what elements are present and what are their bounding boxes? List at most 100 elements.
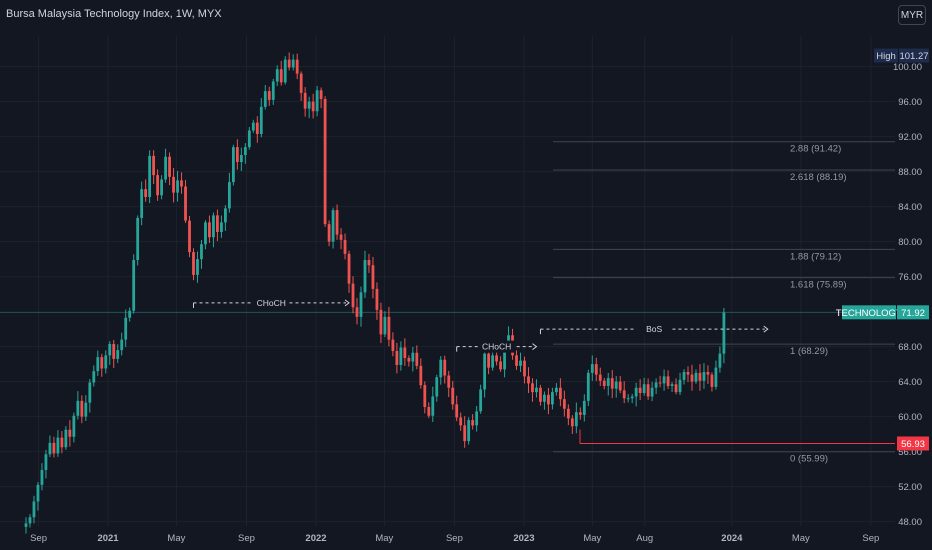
y-tick-label: 96.00 [898,97,922,108]
high-tag: High 101.27 [874,48,929,63]
candle-body [455,404,459,418]
candle-body [251,122,255,131]
candle-body [710,374,714,387]
candle-body [371,265,375,289]
fib-level-label: 1 (68.29) [790,346,828,357]
x-tick-label: May [792,533,810,544]
candle-body [235,147,239,162]
candle-body [24,523,28,527]
candle-body [574,412,578,427]
candle-body [650,387,654,397]
candle-body [68,429,72,437]
currency-button[interactable]: MYR [898,5,926,25]
candle-body [335,210,339,235]
candle-body [714,367,718,387]
candle-body [666,376,670,386]
x-tick-label: Sep [446,533,463,544]
annotation-label: CHoCH [257,298,286,308]
y-tick-label: 80.00 [898,237,922,248]
candle-body [156,175,160,196]
fib-level-label: 1.618 (75.89) [790,280,847,291]
candle-body [399,347,403,365]
candle-body [40,470,44,485]
candle-body [359,292,363,317]
time-axis[interactable]: Sep 2021 May Sep 2022 May Sep 2023 May Aug 2024 May… [30,533,879,544]
candle-body [555,387,558,393]
candle-body [132,260,136,311]
candle-body [547,394,550,405]
candle-body [670,384,674,386]
candle-body [259,106,263,134]
candle-body [535,387,538,393]
candle-body [443,359,447,376]
candle-body [678,379,682,393]
candle-body [224,208,227,223]
candle-body [208,222,211,238]
candle-body [630,396,634,399]
candle-body [539,387,542,402]
candle-body [231,147,235,183]
candle-body [227,182,231,209]
candle-body [610,378,614,389]
candle-body [566,408,570,419]
candle-body [503,348,506,370]
y-tick-label: 84.00 [898,202,922,213]
candle-body [148,155,152,197]
candle-body [343,239,347,254]
candle-body [56,437,60,454]
candle-body [606,378,610,386]
grid [0,36,895,526]
x-tick-label: Aug [636,533,653,544]
candle-body [642,384,646,393]
candle-body [590,364,594,373]
y-tick-label: 100.00 [893,62,922,73]
candle-body [527,376,530,384]
symbol-tag-label: TECHNOLOGY [836,308,903,319]
candle-body [435,377,439,397]
candle-body [447,375,451,388]
candle-body [104,355,108,369]
candle-body [96,357,100,372]
annotation-arrowhead [344,299,350,307]
candle-body [295,59,299,74]
candle-body [598,374,602,381]
candle-body [491,355,494,368]
candle-body [200,244,203,260]
annotation-label-bg [253,296,290,309]
candle-body [479,389,483,412]
candle-body [188,220,191,253]
candle-body [551,392,554,405]
candle-body [351,283,355,308]
candle-body [702,372,706,381]
candle-body [439,359,443,378]
candle-body [531,383,534,393]
candle-body [287,59,291,68]
candle-body [108,344,112,356]
price-axis[interactable]: 100.00 96.00 92.00 88.00 84.00 80.00 76.00 68.0… [893,62,922,528]
y-tick-label: 88.00 [898,167,922,178]
fib-level-label: 2.618 (88.19) [790,172,847,183]
x-tick-label: May [583,533,601,544]
candle-body [718,353,722,368]
x-tick-label: Sep [238,533,255,544]
last-price-bg [897,305,929,320]
candle-body [275,69,279,82]
candle-body [415,352,419,366]
y-tick-label: 60.00 [898,412,922,423]
candle-body [216,215,219,232]
candle-body [558,387,562,400]
candle-body [72,415,76,437]
candle-body [626,398,630,400]
candle-body [247,130,251,148]
candle-body [184,186,187,221]
candle-body [279,69,283,83]
candle-body [315,90,319,112]
candle-body [176,180,179,193]
high-tag-label: High [876,51,896,62]
candle-body [196,259,199,275]
annotations: CHoCH CHoCH BoS [192,296,895,444]
candle-body [164,156,167,180]
annotation-label-bg [478,340,515,353]
candle-body [578,412,582,415]
